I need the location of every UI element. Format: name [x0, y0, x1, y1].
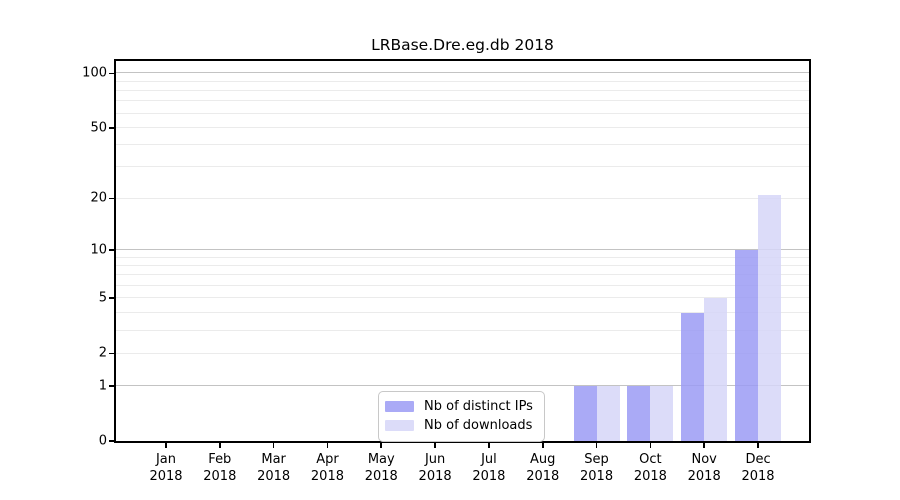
- gridline-minor-80: [116, 89, 809, 91]
- legend-swatch-downloads: [385, 420, 414, 431]
- bar-downloads-dec: [758, 194, 782, 441]
- y-tick-label-20: 20: [90, 190, 107, 206]
- bar-downloads-nov: [704, 298, 728, 441]
- y-tick-label-5: 5: [98, 290, 107, 306]
- x-tick-mark: [757, 443, 759, 448]
- y-tick-mark: [109, 297, 114, 300]
- gridline-major-10: [116, 249, 809, 251]
- x-tick-mark: [165, 443, 167, 448]
- gridline-minor-90: [116, 80, 809, 82]
- bar-distinct-ips-sep: [573, 385, 597, 441]
- x-tick-mark: [488, 443, 490, 448]
- x-tick-label-sep: Sep 2018: [580, 452, 614, 484]
- x-tick-mark: [272, 443, 275, 448]
- gridline-minor-7: [116, 274, 809, 276]
- gridline-major-100: [116, 72, 809, 74]
- y-tick-label-10: 10: [90, 242, 107, 258]
- x-tick-label-mar: Mar 2018: [257, 452, 291, 484]
- legend-item-distinct-ips: Nb of distinct IPs: [385, 397, 536, 416]
- bar-distinct-ips-oct: [627, 385, 651, 441]
- gridline-minor-5: [116, 297, 809, 299]
- y-tick-mark: [109, 352, 114, 355]
- y-tick-mark: [109, 72, 114, 75]
- gridline-minor-40: [116, 144, 809, 146]
- x-tick-mark: [649, 443, 652, 448]
- bar-downloads-oct: [650, 385, 674, 441]
- gridline-minor-4: [116, 311, 809, 313]
- gridline-major-1: [116, 384, 809, 386]
- y-tick-label-2: 2: [98, 345, 107, 361]
- gridline-minor-6: [116, 285, 809, 287]
- y-tick-mark: [109, 384, 114, 387]
- x-tick-label-aug: Aug 2018: [526, 452, 560, 484]
- x-tick-mark: [326, 443, 329, 448]
- y-tick-label-100: 100: [82, 65, 107, 81]
- x-tick-label-oct: Oct 2018: [633, 452, 667, 484]
- y-tick-label-1: 1: [98, 378, 107, 394]
- x-tick-mark: [434, 443, 436, 448]
- x-tick-label-may: May 2018: [364, 452, 398, 484]
- x-tick-mark: [380, 443, 383, 448]
- y-tick-mark: [109, 249, 114, 251]
- y-tick-mark: [109, 440, 114, 442]
- gridline-minor-3: [116, 329, 809, 331]
- x-tick-label-jun: Jun 2018: [418, 452, 452, 484]
- legend-label-downloads: Nb of downloads: [424, 418, 533, 433]
- gridline-minor-60: [116, 112, 809, 114]
- gridline-minor-50: [116, 126, 809, 128]
- gridline-minor-20: [116, 197, 809, 199]
- grid-layer: [116, 61, 809, 441]
- bar-distinct-ips-dec: [735, 250, 759, 441]
- y-tick-mark: [109, 197, 114, 200]
- x-tick-label-dec: Dec 2018: [741, 452, 775, 484]
- x-tick-label-nov: Nov 2018: [687, 452, 721, 484]
- gridline-minor-70: [116, 100, 809, 102]
- chart-title: LRBase.Dre.eg.db 2018: [371, 36, 554, 54]
- x-tick-label-feb: Feb 2018: [203, 452, 237, 484]
- plot-area: [114, 59, 811, 443]
- x-tick-mark: [541, 443, 544, 448]
- y-tick-label-50: 50: [90, 120, 107, 136]
- bars-layer: [116, 61, 809, 441]
- legend: Nb of distinct IPs Nb of downloads: [378, 391, 545, 442]
- legend-swatch-distinct-ips: [385, 401, 414, 412]
- y-tick-label-0: 0: [98, 433, 107, 449]
- x-tick-label-jul: Jul 2018: [472, 452, 506, 484]
- legend-item-downloads: Nb of downloads: [385, 416, 536, 435]
- x-tick-mark: [703, 443, 705, 448]
- x-tick-mark: [219, 443, 221, 448]
- gridline-minor-8: [116, 264, 809, 266]
- gridline-minor-2: [116, 352, 809, 354]
- legend-label-distinct-ips: Nb of distinct IPs: [424, 399, 533, 414]
- gridline-minor-9: [116, 256, 809, 258]
- bar-downloads-sep: [596, 385, 620, 441]
- y-tick-mark: [109, 127, 114, 129]
- x-tick-mark: [595, 443, 598, 448]
- gridline-minor-30: [116, 166, 809, 168]
- bar-distinct-ips-nov: [681, 312, 705, 441]
- x-tick-label-apr: Apr 2018: [310, 452, 344, 484]
- x-tick-label-jan: Jan 2018: [149, 452, 183, 484]
